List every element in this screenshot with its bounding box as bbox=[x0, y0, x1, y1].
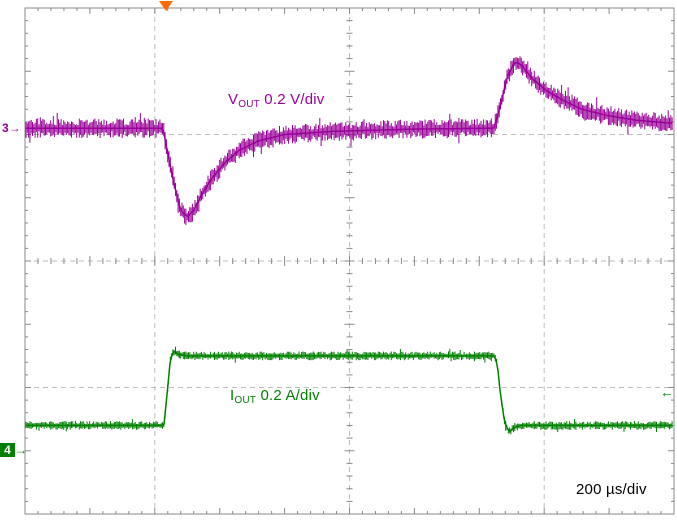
iout-scale-label: IOUT 0.2 A/div bbox=[230, 387, 320, 406]
iout-subscript: OUT bbox=[234, 395, 257, 406]
ch3-arrow-icon: → bbox=[8, 121, 21, 135]
ch3-number: 3 bbox=[2, 121, 9, 135]
iout-symbol: I bbox=[230, 387, 235, 404]
vout-subscript: OUT bbox=[238, 99, 260, 110]
ch4-marker: 4 → bbox=[0, 443, 27, 457]
vout-scale-label: VOUT 0.2 V/div bbox=[228, 91, 325, 110]
trigger-position-icon bbox=[159, 1, 173, 11]
right-reference-arrow-icon: ← bbox=[660, 384, 674, 400]
timebase-label: 200 µs/div bbox=[576, 481, 647, 498]
ch3-marker: 3→ bbox=[2, 121, 21, 135]
vout-scale-text: 0.2 V/div bbox=[259, 91, 325, 108]
iout-trace bbox=[26, 350, 672, 433]
ch4-arrow-icon: → bbox=[15, 443, 27, 457]
ch4-number: 4 bbox=[0, 443, 15, 457]
iout-scale-text: 0.2 A/div bbox=[256, 387, 320, 404]
vout-symbol: V bbox=[228, 91, 239, 108]
vout-trace bbox=[26, 61, 673, 217]
